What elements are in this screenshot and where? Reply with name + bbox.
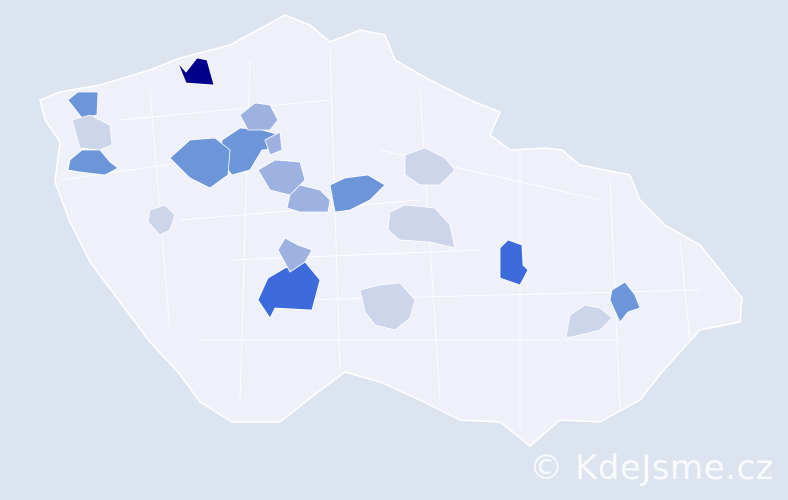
district-border [229,249,481,261]
district-mid[interactable] [67,149,119,176]
district-high[interactable] [257,261,321,319]
district-low[interactable] [277,237,313,273]
district-low[interactable] [286,184,331,213]
district-low[interactable] [257,159,306,196]
district-mid[interactable] [169,137,231,189]
district-mid[interactable] [329,174,386,213]
district-border [419,89,441,401]
district-min[interactable] [359,282,416,331]
district-low[interactable] [239,102,279,131]
district-high[interactable] [499,239,529,286]
district-min[interactable] [565,304,613,339]
district-min[interactable] [71,114,113,151]
district-min[interactable] [147,204,176,236]
district-min[interactable] [404,147,456,186]
district-border [119,99,331,121]
district-min[interactable] [387,204,456,249]
district-mid[interactable] [609,281,641,323]
kdejsme-watermark: © KdeJsme.cz [529,448,774,488]
district-mid[interactable] [67,91,99,119]
district-low[interactable] [264,131,283,156]
district-max[interactable] [177,57,215,86]
district-border [679,239,691,341]
district-borders [59,49,701,430]
